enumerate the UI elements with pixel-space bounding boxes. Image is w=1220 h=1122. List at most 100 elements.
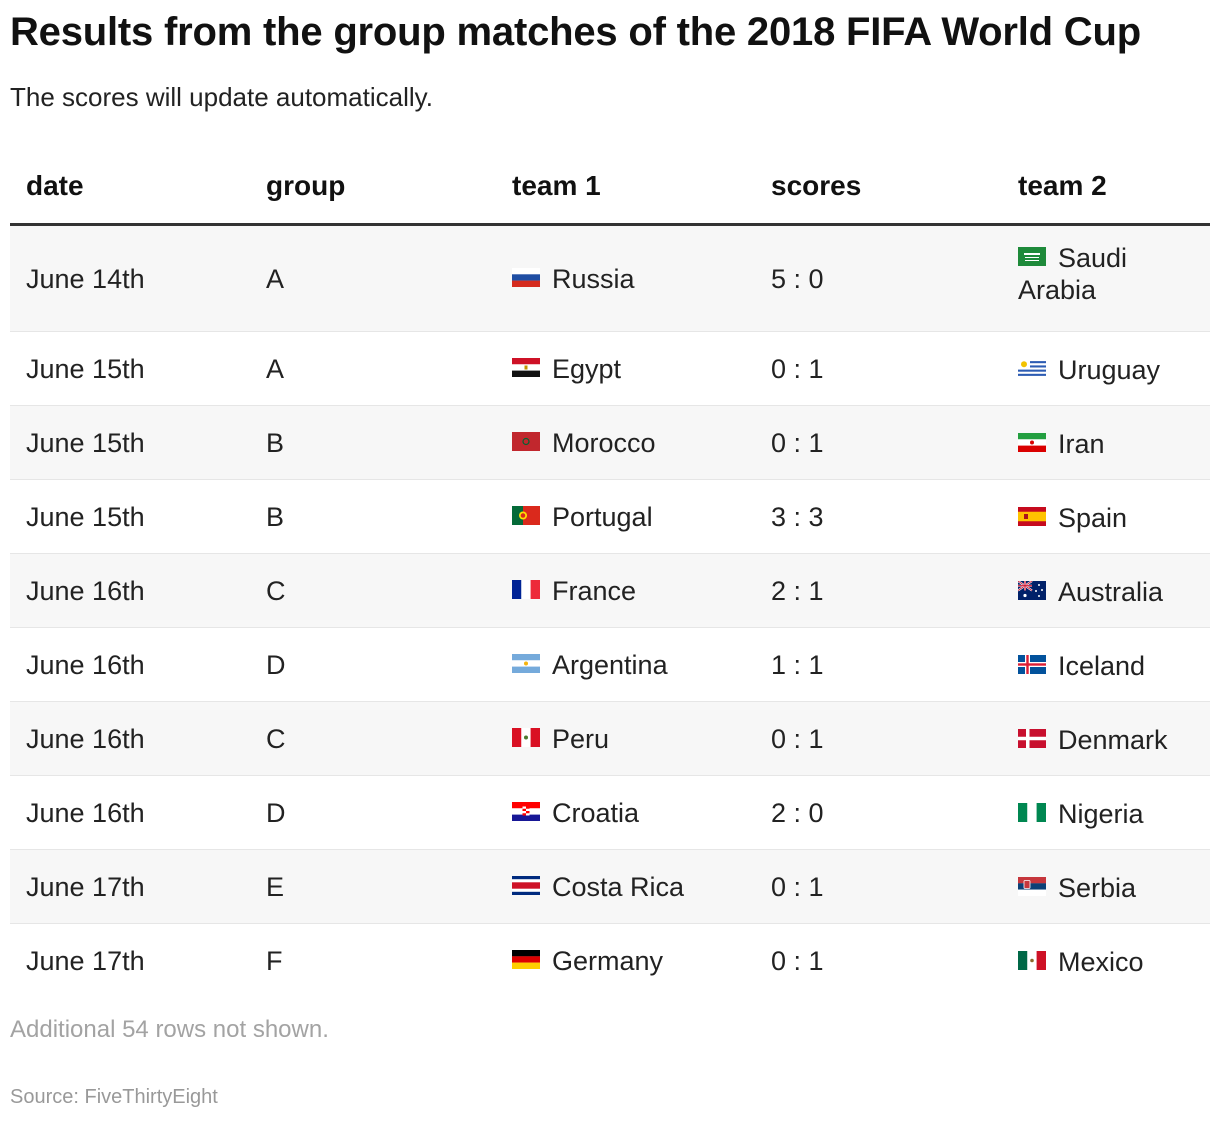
match-score: 1 : 1	[771, 650, 824, 680]
team-2-name: Nigeria	[1058, 799, 1144, 829]
match-date: June 16th	[26, 724, 145, 754]
flag-serbia-icon	[1018, 877, 1046, 897]
match-score: 0 : 1	[771, 428, 824, 458]
team-1-name: Croatia	[552, 798, 640, 828]
flag-morocco-icon	[512, 432, 540, 452]
chart-title: Results from the group matches of the 20…	[10, 10, 1141, 54]
team-2-name: Uruguay	[1058, 355, 1161, 385]
team-2-name: Mexico	[1058, 947, 1144, 977]
table-row: June 16th C Peru 0 : 1 Denmark	[10, 702, 1210, 776]
match-date: June 16th	[26, 576, 145, 606]
match-score: 3 : 3	[771, 502, 824, 532]
flag-peru-icon	[512, 728, 540, 748]
table-row: June 17th E Costa Rica 0 : 1 Serbia	[10, 850, 1210, 924]
team-1-name: Argentina	[552, 650, 668, 680]
match-date: June 15th	[26, 354, 145, 384]
table-row: June 15th B Portugal 3 : 3 Spain	[10, 480, 1210, 554]
team-2: Serbia	[1018, 872, 1198, 904]
team-2-name: Iceland	[1058, 651, 1146, 681]
team-1-name: Costa Rica	[552, 872, 685, 902]
rows-not-shown-note: Additional 54 rows not shown.	[10, 1016, 329, 1043]
flag-argentina-icon	[512, 654, 540, 674]
team-2: Iran	[1018, 428, 1198, 460]
table-row: June 16th D Argentina 1 : 1 Iceland	[10, 628, 1210, 702]
team-1-name: Russia	[552, 264, 635, 294]
team-2-name: Spain	[1058, 503, 1128, 533]
flag-nigeria-icon	[1018, 803, 1046, 823]
flag-russia-icon	[512, 268, 540, 288]
team-1: Costa Rica	[512, 872, 684, 903]
flag-saudi-arabia-icon	[1018, 247, 1046, 267]
results-table: date group team 1 scores team 2 June 14t…	[10, 150, 1210, 998]
team-1: Russia	[512, 264, 635, 295]
chart-subtitle: The scores will update automatically.	[10, 82, 433, 112]
match-group: D	[266, 798, 286, 828]
team-2: Nigeria	[1018, 798, 1198, 830]
column-header-group: group	[266, 170, 346, 201]
match-group: C	[266, 576, 286, 606]
table-row: June 15th A Egypt 0 : 1 Uruguay	[10, 332, 1210, 406]
team-1-name: Peru	[552, 724, 610, 754]
team-1-name: Morocco	[552, 428, 656, 458]
match-date: June 17th	[26, 872, 145, 902]
team-1: France	[512, 576, 636, 607]
team-1: Morocco	[512, 428, 656, 459]
team-1: Argentina	[512, 650, 668, 681]
table-body: June 14th A Russia 5 : 0 Saudi Arabia June 15…	[10, 226, 1210, 998]
flag-france-icon	[512, 580, 540, 600]
table-row: June 16th C France 2 : 1 Australia	[10, 554, 1210, 628]
column-header-scores: scores	[771, 170, 862, 201]
column-header-date: date	[26, 170, 84, 201]
match-group: A	[266, 264, 285, 294]
flag-uruguay-icon	[1018, 359, 1046, 379]
match-score: 5 : 0	[771, 264, 824, 294]
team-2: Australia	[1018, 576, 1198, 608]
team-1-name: Portugal	[552, 502, 653, 532]
team-2-name: Australia	[1058, 577, 1164, 607]
team-1: Germany	[512, 946, 663, 977]
match-score: 2 : 1	[771, 576, 824, 606]
flag-australia-icon	[1018, 581, 1046, 601]
team-2-name: Saudi Arabia	[1018, 243, 1128, 305]
match-group: D	[266, 650, 286, 680]
column-header-team-1: team 1	[512, 170, 601, 201]
team-2: Iceland	[1018, 650, 1198, 682]
match-date: June 14th	[26, 264, 145, 294]
match-group: F	[266, 946, 283, 976]
team-1: Egypt	[512, 354, 621, 385]
team-1: Peru	[512, 724, 609, 755]
match-score: 0 : 1	[771, 946, 824, 976]
team-2: Uruguay	[1018, 354, 1198, 386]
table-row: June 15th B Morocco 0 : 1 Iran	[10, 406, 1210, 480]
match-group: B	[266, 502, 285, 532]
flag-portugal-icon	[512, 506, 540, 526]
team-2: Denmark	[1018, 724, 1198, 756]
flag-costa-rica-icon	[512, 876, 540, 896]
team-2-name: Denmark	[1058, 725, 1168, 755]
match-date: June 16th	[26, 650, 145, 680]
match-date: June 17th	[26, 946, 145, 976]
team-2: Mexico	[1018, 946, 1198, 978]
match-group: C	[266, 724, 286, 754]
match-score: 2 : 0	[771, 798, 824, 828]
match-date: June 15th	[26, 428, 145, 458]
flag-denmark-icon	[1018, 729, 1046, 749]
team-2: Saudi Arabia	[1018, 242, 1198, 306]
match-group: A	[266, 354, 285, 384]
team-1-name: France	[552, 576, 637, 606]
table-row: June 14th A Russia 5 : 0 Saudi Arabia	[10, 226, 1210, 332]
flag-mexico-icon	[1018, 951, 1046, 971]
match-score: 0 : 1	[771, 724, 824, 754]
column-header-team-2: team 2	[1018, 170, 1107, 201]
team-1-name: Egypt	[552, 354, 622, 384]
team-2: Spain	[1018, 502, 1198, 534]
team-1-name: Germany	[552, 946, 664, 976]
source-credit: Source: FiveThirtyEight	[10, 1086, 218, 1108]
flag-spain-icon	[1018, 507, 1046, 527]
flag-croatia-icon	[512, 802, 540, 822]
match-date: June 16th	[26, 798, 145, 828]
table-row: June 17th F Germany 0 : 1 Mexico	[10, 924, 1210, 998]
team-1: Croatia	[512, 798, 639, 829]
match-score: 0 : 1	[771, 354, 824, 384]
match-date: June 15th	[26, 502, 145, 532]
